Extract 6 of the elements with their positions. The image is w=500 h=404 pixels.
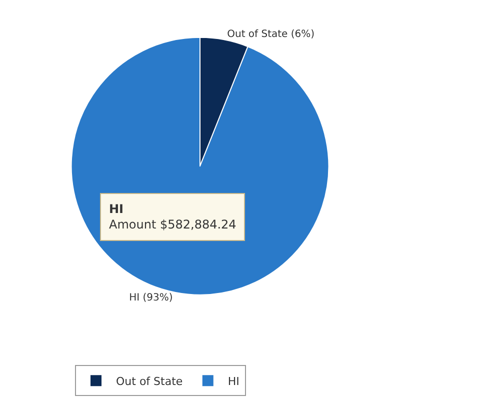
text: HI <box>109 202 124 216</box>
legend-label: Out of State <box>116 374 183 388</box>
text: Amount $582,884.24 <box>109 218 236 232</box>
legend-label: HI <box>228 374 240 388</box>
data-label: Out of State (6%) <box>227 28 315 40</box>
data-label: HI (93%) <box>129 292 173 304</box>
